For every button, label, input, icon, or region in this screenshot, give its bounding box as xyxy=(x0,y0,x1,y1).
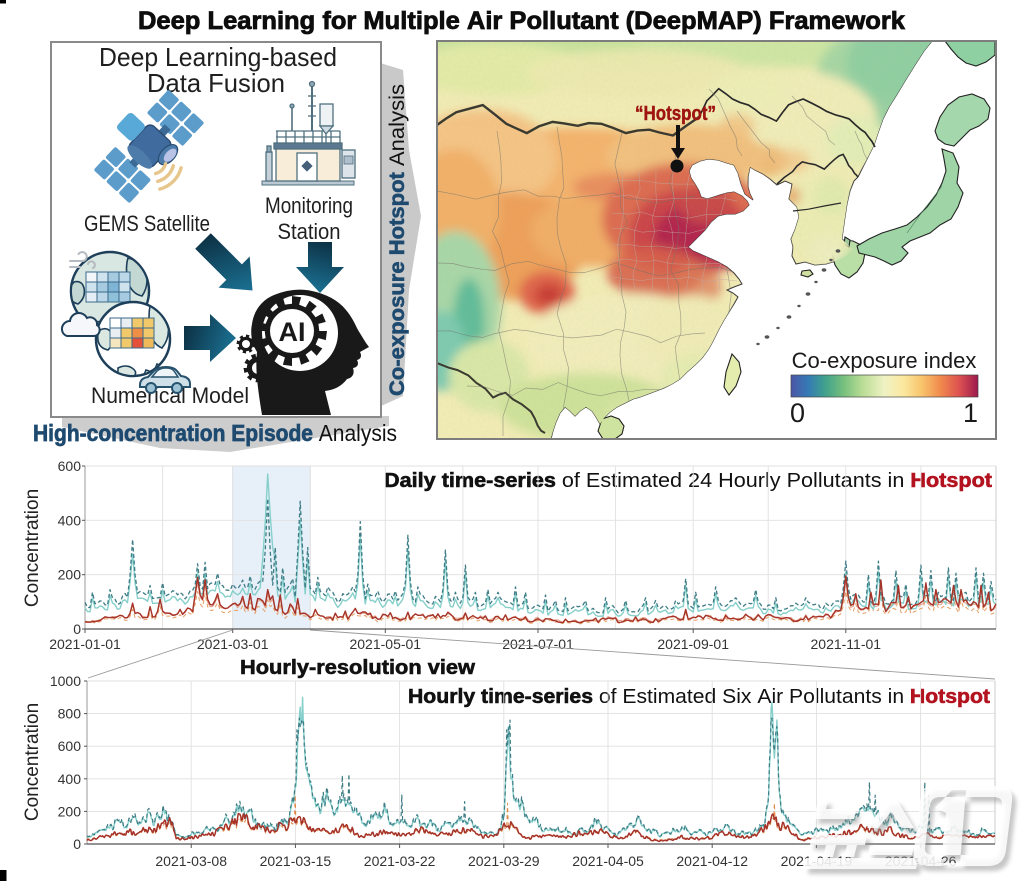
svg-text:2021-04-05: 2021-04-05 xyxy=(572,853,644,869)
svg-text:2021-09-01: 2021-09-01 xyxy=(657,636,729,652)
svg-text:Analysis: Analysis xyxy=(319,420,397,446)
svg-text:Station: Station xyxy=(278,219,341,244)
svg-text:200: 200 xyxy=(58,803,82,819)
svg-text:Hotspot: Hotspot xyxy=(910,686,990,708)
svg-text:2021-03-08: 2021-03-08 xyxy=(155,853,227,869)
svg-text:2021-03-22: 2021-03-22 xyxy=(364,853,436,869)
svg-text:400: 400 xyxy=(58,771,82,787)
svg-text:200: 200 xyxy=(58,567,82,583)
svg-text:2021-03-01: 2021-03-01 xyxy=(197,636,269,652)
svg-text:800: 800 xyxy=(58,706,82,722)
svg-text:2021-01-01: 2021-01-01 xyxy=(49,636,121,652)
svg-text:Concentration: Concentration xyxy=(22,703,43,821)
svg-text:400: 400 xyxy=(58,512,82,528)
svg-text:of Estimated 24 Hourly Polluta: of Estimated 24 Hourly Pollutants in xyxy=(562,470,911,492)
svg-text:2021-04-12: 2021-04-12 xyxy=(676,853,748,869)
svg-text:“Hotspot”: “Hotspot” xyxy=(635,103,716,125)
svg-text:0: 0 xyxy=(73,621,81,637)
svg-text:AI: AI xyxy=(279,317,306,347)
svg-text:Co-exposure index: Co-exposure index xyxy=(792,348,977,373)
svg-text:Analysis: Analysis xyxy=(386,84,409,166)
svg-text:Hourly-resolution view: Hourly-resolution view xyxy=(240,657,475,679)
svg-text:High-concentration Episode: High-concentration Episode xyxy=(33,420,319,446)
svg-text:0: 0 xyxy=(73,836,81,852)
svg-text:600: 600 xyxy=(58,458,82,474)
svg-text:1: 1 xyxy=(963,398,978,428)
svg-text:Daily time-series: Daily time-series xyxy=(384,470,562,492)
svg-text:0: 0 xyxy=(790,398,805,428)
svg-text:1000: 1000 xyxy=(50,673,81,689)
svg-text:2021-05-01: 2021-05-01 xyxy=(349,636,421,652)
svg-text:Hotspot: Hotspot xyxy=(910,470,992,492)
svg-text:2021-11-01: 2021-11-01 xyxy=(811,636,882,652)
svg-text:2021-03-15: 2021-03-15 xyxy=(260,853,332,869)
svg-text:Deep Learning-based: Deep Learning-based xyxy=(99,42,337,72)
svg-text:Deep Learning for Multiple Air: Deep Learning for Multiple Air Pollutant… xyxy=(138,7,905,35)
svg-text:2021-03-29: 2021-03-29 xyxy=(468,853,540,869)
svg-text:Concentration: Concentration xyxy=(22,489,43,607)
svg-text:2021-07-01: 2021-07-01 xyxy=(502,636,574,652)
svg-text:Monitoring: Monitoring xyxy=(265,193,353,218)
svg-text:Co-exposure Hotspot: Co-exposure Hotspot xyxy=(386,166,409,396)
svg-text:GEMS Satellite: GEMS Satellite xyxy=(84,211,210,236)
svg-text:600: 600 xyxy=(58,738,82,754)
svg-text:of Estimated Six Air Pollutant: of Estimated Six Air Pollutants in xyxy=(599,686,910,708)
